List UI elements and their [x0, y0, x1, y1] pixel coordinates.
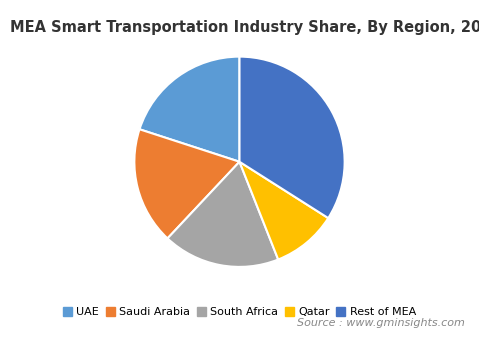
Text: MEA Smart Transportation Industry Share, By Region, 2017: MEA Smart Transportation Industry Share,…: [10, 20, 479, 35]
Wedge shape: [168, 162, 278, 267]
Wedge shape: [134, 129, 240, 238]
Wedge shape: [139, 57, 240, 162]
Wedge shape: [240, 162, 328, 259]
Wedge shape: [240, 57, 345, 218]
Legend: UAE, Saudi Arabia, South Africa, Qatar, Rest of MEA: UAE, Saudi Arabia, South Africa, Qatar, …: [58, 303, 421, 322]
Text: Source : www.gminsights.com: Source : www.gminsights.com: [297, 317, 465, 328]
